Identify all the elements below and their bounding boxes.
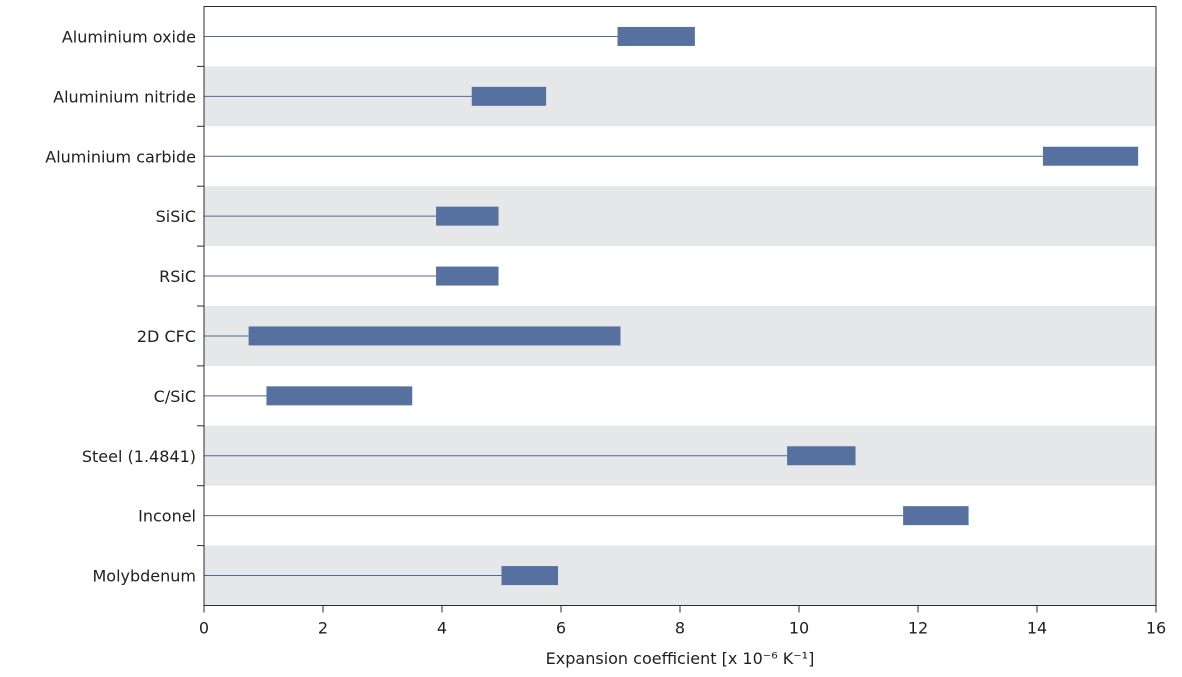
- range-bar: [617, 26, 695, 46]
- category-label: SiSiC: [156, 207, 196, 226]
- category-label: 2D CFC: [137, 327, 196, 346]
- range-bar: [248, 326, 621, 346]
- range-bar: [471, 86, 547, 106]
- x-tick-label: 16: [1146, 619, 1166, 638]
- x-axis-title: Expansion coefficient [x 10⁻⁶ K⁻¹]: [546, 649, 815, 668]
- range-bar: [903, 506, 969, 526]
- range-bar: [1042, 146, 1139, 166]
- x-tick-label: 12: [908, 619, 928, 638]
- category-label: Aluminium nitride: [53, 87, 196, 106]
- category-label: Molybdenum: [92, 567, 196, 586]
- category-label: Steel (1.4841): [82, 447, 196, 466]
- category-label: Inconel: [138, 507, 196, 526]
- x-tick-label: 2: [318, 619, 328, 638]
- category-label: Aluminium oxide: [62, 27, 196, 46]
- range-bar: [501, 566, 559, 586]
- x-tick-label: 6: [556, 619, 566, 638]
- range-bar: [436, 266, 499, 286]
- x-tick-label: 0: [199, 619, 209, 638]
- category-label: RSiC: [159, 267, 196, 286]
- range-bar: [787, 446, 856, 466]
- category-label: Aluminium carbide: [45, 147, 196, 166]
- range-bar: [266, 386, 413, 406]
- x-tick-label: 4: [437, 619, 447, 638]
- range-bar: [436, 206, 499, 226]
- x-tick-label: 14: [1027, 619, 1047, 638]
- x-tick-label: 10: [789, 619, 809, 638]
- range-marks: [204, 26, 1139, 586]
- y-axis: Aluminium oxide Aluminium nitride Aluminiu…: [45, 27, 204, 586]
- category-label: C/SiC: [154, 387, 196, 406]
- x-axis: 0 2 4 6 8 10 12 14 16: [199, 605, 1166, 638]
- x-tick-label: 8: [675, 619, 685, 638]
